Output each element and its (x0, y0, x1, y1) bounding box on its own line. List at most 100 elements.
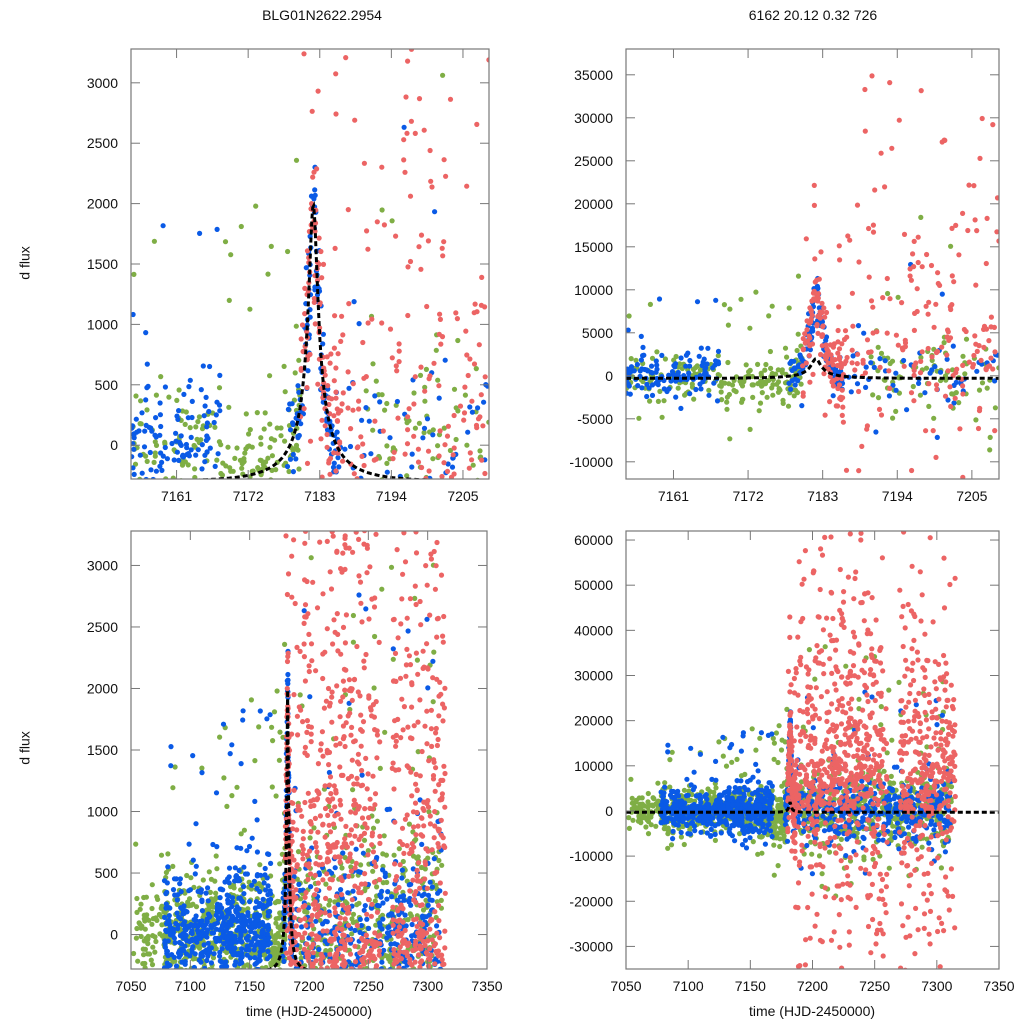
point-red (439, 473, 445, 479)
point-green (422, 384, 428, 390)
point-red (364, 938, 370, 945)
point-green (421, 430, 427, 436)
point-blue (176, 971, 181, 976)
point-blue (177, 939, 183, 946)
point-green (384, 443, 390, 449)
point-red (364, 228, 370, 234)
point-green (150, 480, 155, 485)
point-green (152, 450, 158, 456)
point-red (960, 210, 966, 216)
point-green (390, 656, 396, 662)
point-red (835, 327, 841, 334)
point-blue (366, 418, 372, 424)
point-red (346, 922, 352, 928)
point-green (280, 1020, 285, 1024)
point-blue (640, 353, 646, 359)
point-blue (254, 933, 260, 939)
point-blue (341, 975, 346, 980)
y-tick-label: 20000 (574, 196, 613, 212)
point-red (859, 526, 864, 531)
point-green (795, 331, 801, 337)
point-red (442, 442, 448, 448)
point-red (322, 372, 328, 378)
point-green (890, 415, 896, 421)
point-green (257, 862, 263, 868)
point-blue (261, 922, 267, 928)
point-red (348, 809, 354, 815)
point-blue (465, 429, 471, 435)
point-red (302, 916, 308, 922)
point-green (194, 436, 200, 442)
point-red (371, 468, 376, 473)
point-green (436, 1013, 441, 1018)
point-green (769, 385, 775, 391)
point-green (275, 940, 281, 946)
point-red (807, 305, 813, 311)
point-green (433, 347, 439, 353)
point-red (374, 909, 380, 915)
point-red (808, 316, 814, 322)
point-green (247, 427, 253, 433)
point-green (152, 439, 158, 445)
point-red (387, 326, 394, 332)
point-green (358, 862, 364, 868)
point-red (990, 122, 996, 128)
point-red (405, 264, 411, 270)
point-red (482, 374, 488, 380)
point-green (286, 491, 291, 496)
point-blue (209, 1002, 214, 1007)
y-tick-label: 0 (605, 368, 613, 384)
point-blue (184, 938, 190, 944)
point-red (361, 375, 367, 381)
point-red (416, 244, 422, 250)
point-red (374, 732, 380, 738)
point-blue (177, 876, 183, 882)
point-green (238, 831, 244, 837)
point-red (369, 596, 375, 602)
point-green (719, 397, 725, 403)
point-red (320, 591, 326, 597)
point-green (285, 248, 291, 255)
point-red (338, 338, 344, 344)
point-red (974, 348, 980, 354)
point-green (421, 1001, 426, 1006)
point-green (453, 436, 459, 443)
point-blue (144, 361, 150, 367)
point-red (302, 602, 309, 608)
point-green (273, 467, 279, 473)
point-red (337, 859, 343, 865)
point-red (821, 305, 827, 311)
point-red (482, 304, 488, 310)
point-green (277, 967, 283, 969)
point-red (327, 94, 332, 99)
point-blue (202, 459, 208, 465)
point-green (918, 214, 924, 220)
point-green (170, 958, 176, 965)
point-red (828, 352, 834, 358)
point-red (365, 320, 371, 326)
point-blue (349, 962, 355, 968)
point-green (149, 962, 156, 968)
point-red (326, 858, 332, 864)
point-blue (424, 1003, 429, 1008)
point-red (852, 367, 858, 373)
point-red (340, 932, 346, 938)
point-green (282, 981, 287, 986)
point-red (928, 262, 935, 269)
point-red (333, 71, 339, 77)
point-red (362, 821, 368, 827)
point-blue (331, 996, 336, 1001)
point-red (396, 341, 402, 347)
point-red (327, 360, 333, 366)
point-red (294, 644, 300, 651)
point-red (300, 836, 306, 842)
point-blue (191, 965, 197, 969)
point-red (405, 312, 411, 319)
point-green (269, 784, 275, 790)
point-red (824, 346, 830, 352)
point-red (299, 491, 304, 496)
point-red (317, 813, 323, 819)
point-red (315, 88, 321, 94)
point-red (915, 234, 921, 240)
point-red (329, 689, 335, 695)
